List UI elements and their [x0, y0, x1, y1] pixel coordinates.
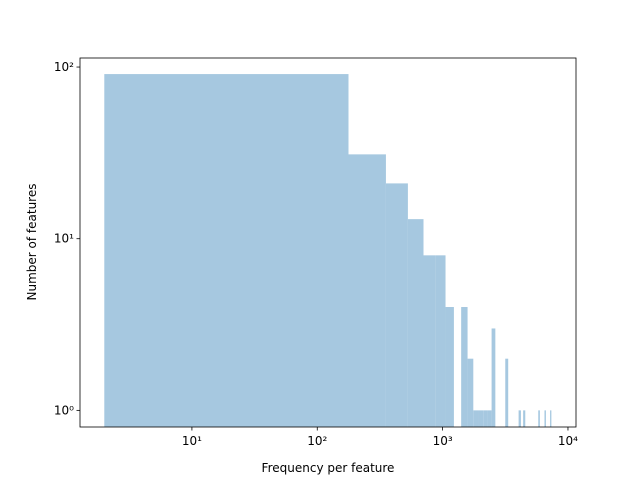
bar [348, 154, 386, 427]
bar [435, 255, 446, 427]
bar [505, 358, 509, 427]
bar [518, 410, 521, 427]
bar [487, 410, 492, 427]
bar [538, 410, 540, 427]
y-tick-label: 10² [54, 60, 74, 74]
bar [483, 410, 488, 427]
x-tick-label: 10¹ [182, 434, 202, 448]
bar [550, 410, 552, 427]
bar [461, 307, 468, 427]
bar [491, 328, 496, 427]
bar [478, 410, 484, 427]
x-tick-label: 10⁴ [558, 434, 578, 448]
y-axis-label: Number of features [25, 184, 39, 301]
bar [473, 410, 479, 427]
x-tick-label: 10³ [433, 434, 453, 448]
bar [523, 410, 526, 427]
bar [385, 183, 408, 427]
x-axis-label: Frequency per feature [262, 461, 395, 475]
bar [423, 255, 436, 427]
x-tick-label: 10² [307, 434, 327, 448]
plot-frame [79, 57, 577, 428]
bar [104, 74, 349, 427]
y-tick-label: 10¹ [54, 232, 74, 246]
bar [544, 410, 546, 427]
bar [407, 219, 424, 427]
bar [467, 358, 474, 427]
y-tick-label: 10⁰ [54, 403, 74, 417]
bar [445, 307, 454, 427]
